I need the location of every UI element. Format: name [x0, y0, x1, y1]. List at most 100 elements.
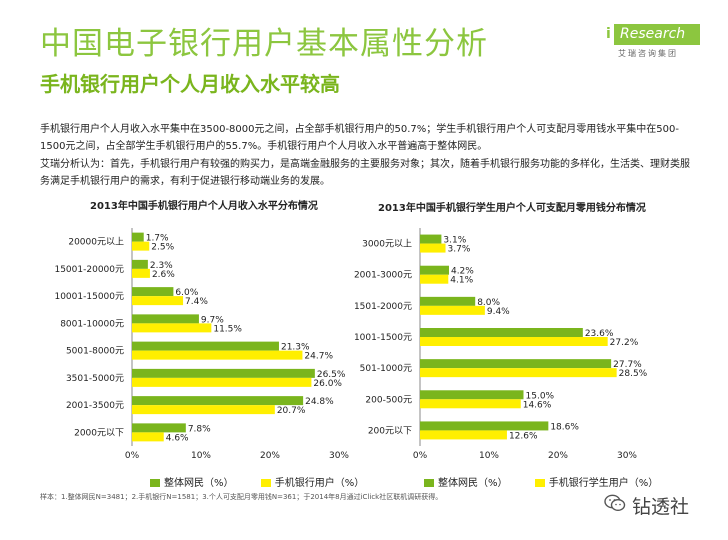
income-bar-mobile — [132, 296, 184, 306]
income-category-label: 10001-15000元 — [54, 292, 124, 302]
legend-label-overall: 整体网民（%） — [164, 478, 234, 489]
legend-swatch-yellow — [260, 479, 271, 487]
income-category-label: 8001-10000元 — [60, 319, 124, 329]
allowance-tick-label: 0% — [413, 451, 428, 461]
legend-item-student: 手机银行学生用户（%） — [534, 474, 659, 489]
allowance-category-label: 1001-1500元 — [354, 333, 412, 343]
income-bar-overall — [132, 396, 304, 406]
wechat-icon — [604, 494, 626, 512]
income-data-label: 7.8% — [188, 424, 211, 434]
legend-label-overall-2: 整体网民（%） — [438, 478, 508, 489]
allowance-bar-overall — [420, 421, 549, 431]
income-bar-mobile — [132, 241, 150, 251]
income-tick-label: 30% — [329, 451, 349, 461]
income-data-label: 11.5% — [213, 324, 242, 334]
income-tick-label: 10% — [191, 451, 211, 461]
allowance-data-label: 9.4% — [487, 307, 510, 317]
income-data-label: 21.3% — [281, 343, 310, 353]
page-subtitle: 手机银行用户个人月收入水平较高 — [40, 72, 340, 96]
allowance-bar-overall — [420, 234, 442, 244]
allowance-bar-mobile — [420, 243, 446, 253]
allowance-tick-label: 30% — [617, 451, 637, 461]
income-category-label: 5001-8000元 — [66, 347, 124, 357]
income-data-label: 20.7% — [277, 406, 306, 416]
allowance-bar-mobile — [420, 430, 507, 440]
legend-item-mobile: 手机银行用户（%） — [260, 474, 365, 489]
logo-subtitle: 艾瑞咨询集团 — [618, 49, 678, 58]
legend-item-overall-2: 整体网民（%） — [424, 474, 508, 489]
income-bar-mobile — [132, 377, 312, 387]
income-category-label: 15001-20000元 — [54, 265, 124, 275]
allowance-tick-label: 10% — [479, 451, 499, 461]
allowance-category-label: 501-1000元 — [360, 364, 412, 374]
allowance-data-label: 27.7% — [613, 360, 642, 370]
income-bar-mobile — [132, 432, 164, 442]
allowance-data-label: 15.0% — [526, 391, 555, 401]
income-bar-mobile — [132, 350, 303, 360]
logo-i: i — [606, 26, 611, 42]
income-bar-overall — [132, 232, 144, 242]
allowance-data-label: 4.2% — [451, 267, 474, 277]
allowance-bar-mobile — [420, 274, 449, 284]
income-data-label: 6.0% — [175, 288, 198, 298]
income-bar-mobile — [132, 268, 150, 278]
income-category-label: 2000元以下 — [74, 428, 124, 438]
income-data-label: 1.7% — [146, 234, 169, 244]
legend-swatch-green — [150, 479, 160, 487]
allowance-category-label: 1501-2000元 — [354, 302, 412, 312]
income-bar-mobile — [132, 323, 212, 333]
footnote: 样本：1.整体网民N=3481；2.手机银行N=1581；3.个人可支配月零用钱… — [40, 493, 443, 501]
iresearch-logo: i Research 艾瑞咨询集团 — [606, 20, 700, 62]
wechat-label: 钻透社 — [632, 496, 690, 518]
allowance-data-label: 14.6% — [523, 400, 552, 410]
income-data-label: 26.5% — [317, 370, 346, 380]
income-data-label: 7.4% — [185, 297, 208, 307]
right-chart-legend: 整体网民（%） 手机银行学生用户（%） — [424, 474, 682, 489]
income-data-label: 9.7% — [201, 315, 224, 325]
wechat-badge: 钻透社 — [604, 492, 722, 518]
allowance-tick-label: 20% — [548, 451, 568, 461]
income-data-label: 4.6% — [166, 433, 189, 443]
allowance-bar-mobile — [420, 305, 485, 315]
allowance-bar-overall — [420, 359, 612, 369]
right-chart-title: 2013年中国手机银行学生用户个人可支配月零用钱分布情况 — [378, 203, 646, 214]
allowance-data-label: 28.5% — [619, 369, 648, 379]
logo-word: Research — [614, 24, 700, 45]
legend-item-overall: 整体网民（%） — [150, 474, 234, 489]
allowance-data-label: 3.1% — [443, 236, 466, 246]
allowance-bar-overall — [420, 390, 524, 400]
income-bar-overall — [132, 368, 315, 378]
allowance-data-label: 18.6% — [550, 422, 579, 432]
allowance-data-label: 4.1% — [450, 276, 473, 286]
legend-label-mobile: 手机银行用户（%） — [274, 478, 365, 489]
income-bar-overall — [132, 259, 148, 269]
allowance-bar-mobile — [420, 399, 521, 409]
income-bar-mobile — [132, 405, 275, 415]
income-category-label: 3501-5000元 — [66, 374, 124, 384]
allowance-category-label: 200-500元 — [365, 395, 412, 405]
legend-swatch-yellow-2 — [534, 479, 545, 487]
allowance-data-label: 8.0% — [477, 298, 500, 308]
legend-label-student: 手机银行学生用户（%） — [548, 478, 659, 489]
left-chart-legend: 整体网民（%） 手机银行用户（%） — [150, 474, 388, 489]
income-bar-overall — [132, 314, 199, 324]
allowance-data-label: 12.6% — [509, 431, 538, 441]
allowance-category-label: 200元以下 — [368, 426, 412, 436]
income-category-label: 2001-3500元 — [66, 401, 124, 411]
legend-swatch-green-2 — [424, 479, 434, 487]
allowance-bar-mobile — [420, 368, 617, 378]
income-data-label: 2.6% — [152, 270, 175, 280]
income-tick-label: 20% — [260, 451, 280, 461]
income-data-label: 26.0% — [313, 379, 342, 389]
income-data-label: 24.7% — [304, 352, 333, 362]
income-bar-overall — [132, 287, 174, 297]
allowance-data-label: 23.6% — [585, 329, 614, 339]
left-chart-title: 2013年中国手机银行用户个人月收入水平分布情况 — [90, 201, 318, 212]
income-bar-overall — [132, 341, 279, 351]
allowance-data-label: 27.2% — [610, 338, 639, 348]
allowance-category-label: 2001-3000元 — [354, 271, 412, 281]
income-data-label: 2.5% — [151, 243, 174, 253]
income-data-label: 24.8% — [305, 397, 334, 407]
analysis-paragraph: 艾瑞分析认为：首先，手机银行用户有较强的购买力，是高端金融服务的主要服务对象；其… — [40, 159, 690, 187]
